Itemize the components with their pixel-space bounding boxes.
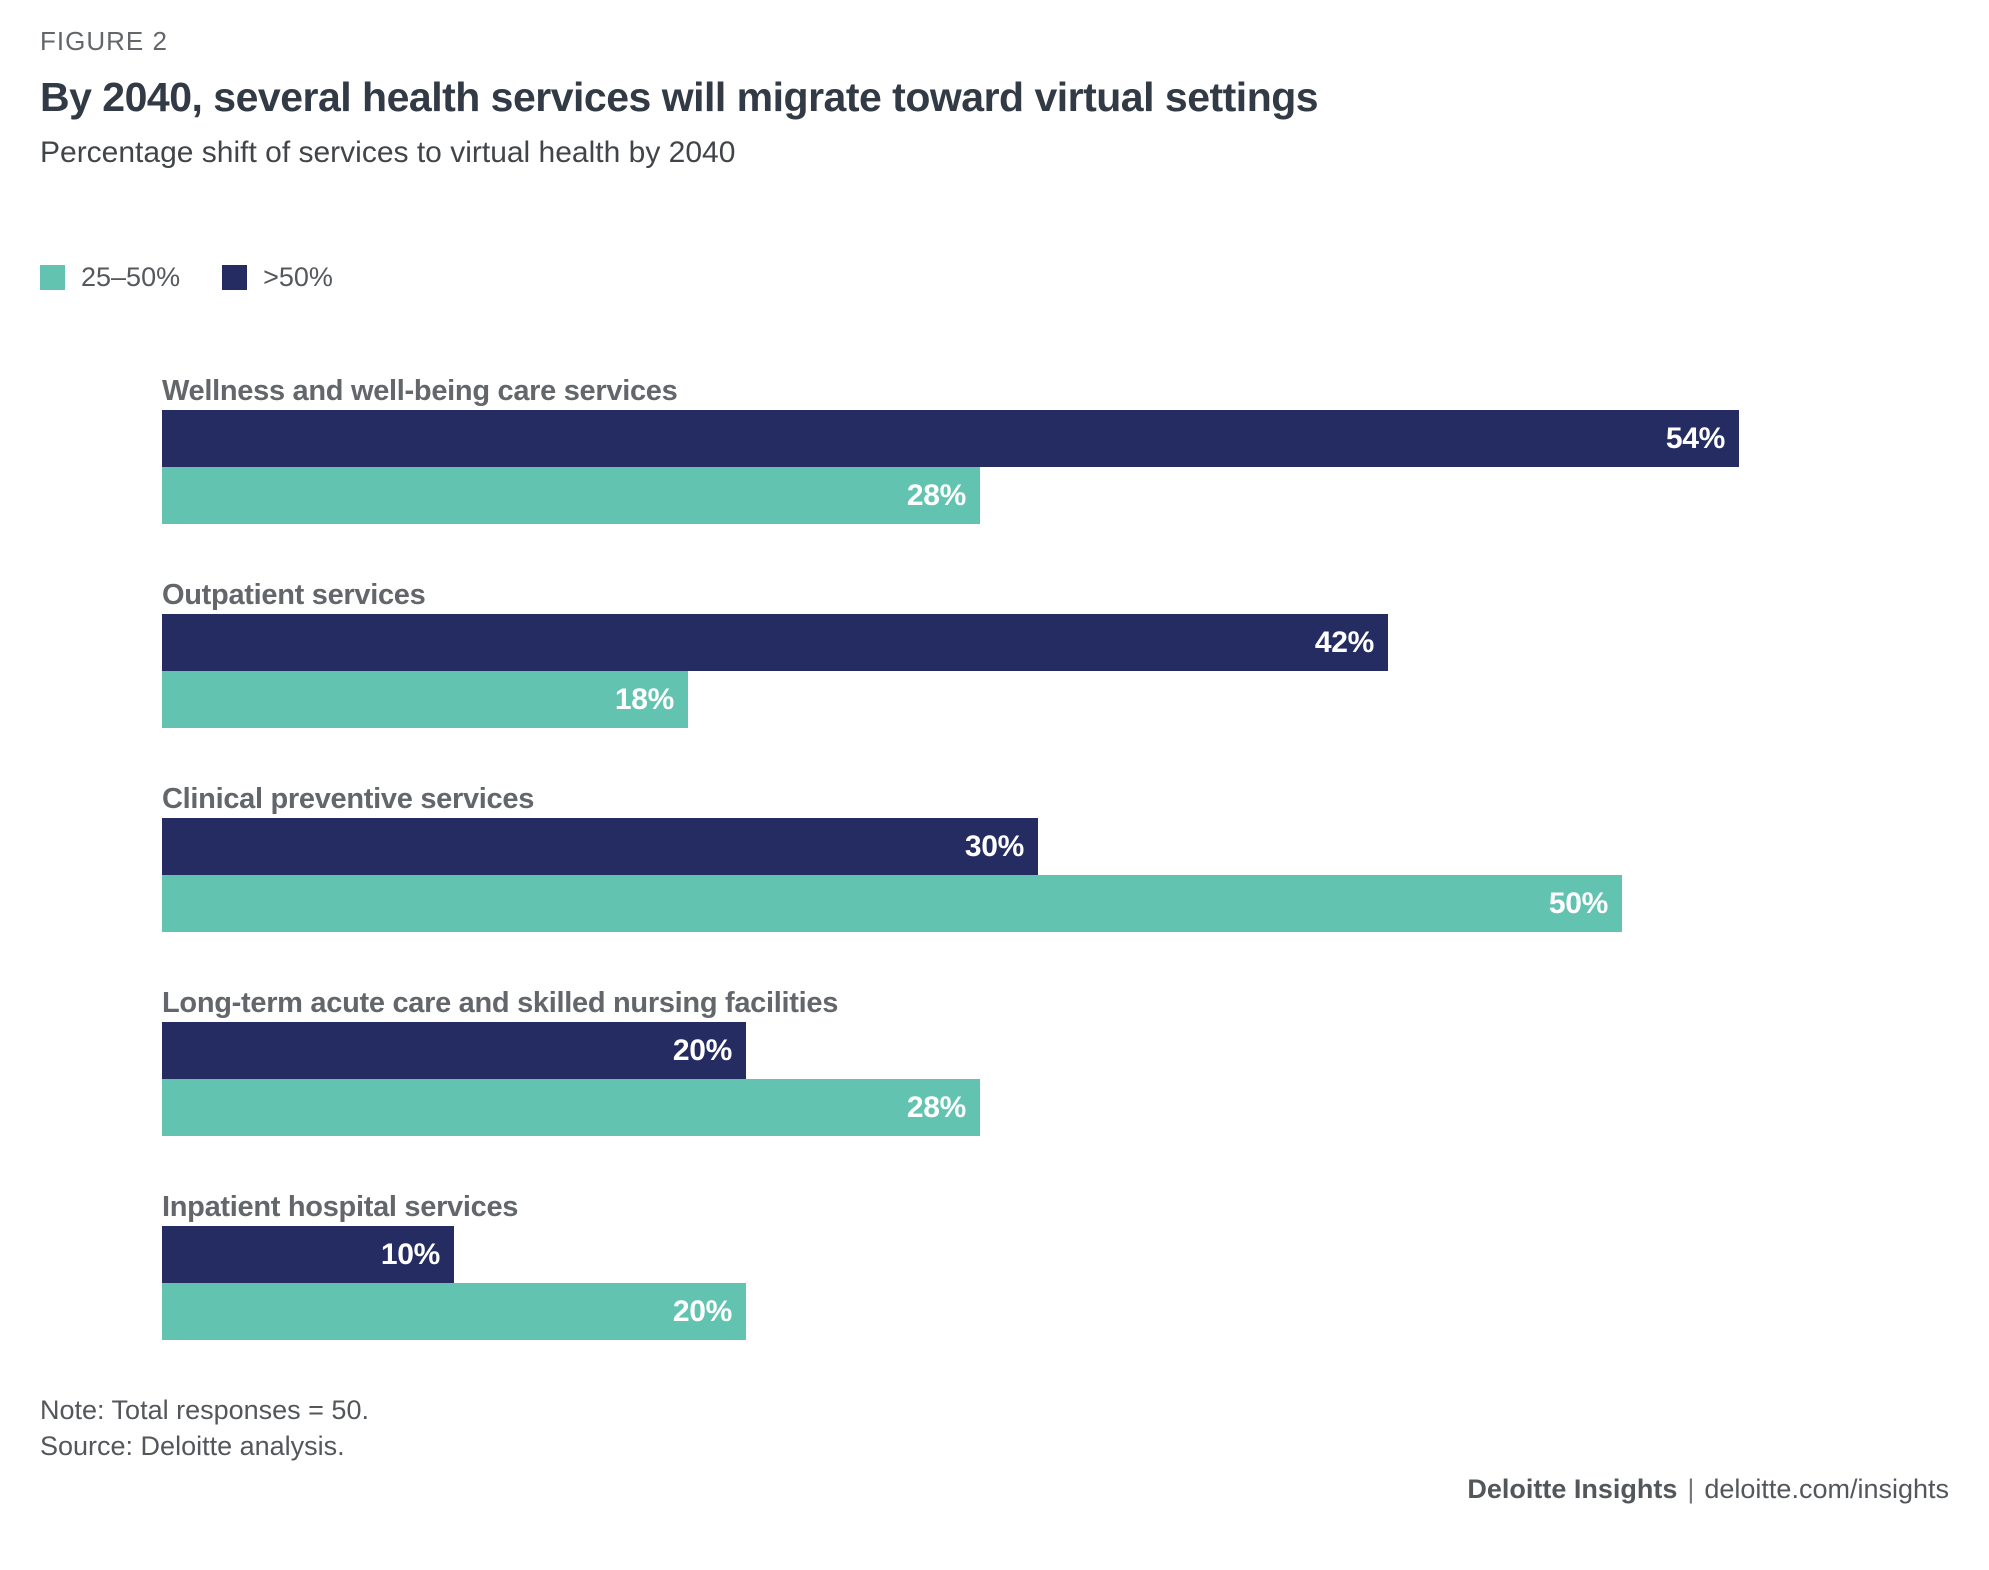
legend-item-25-50: 25–50% — [40, 262, 180, 293]
footer-separator: | — [1687, 1474, 1695, 1504]
bar-value-label: 42% — [1314, 625, 1374, 659]
category-label: Clinical preventive services — [162, 783, 535, 815]
figure-container: FIGURE 2 By 2040, several health service… — [40, 26, 1949, 1506]
bar-25-50: 28% — [162, 467, 980, 524]
bar-gt50: 10% — [162, 1226, 454, 1283]
note-text: Note: Total responses = 50. — [40, 1395, 369, 1425]
bar-value-label: 50% — [1548, 886, 1608, 920]
bar-25-50: 28% — [162, 1079, 980, 1136]
figure-label: FIGURE 2 — [40, 26, 168, 56]
bar-chart: Wellness and well-being care services 54%… — [162, 372, 1949, 1340]
bar-25-50: 18% — [162, 671, 688, 728]
bar-value-label: 20% — [672, 1033, 732, 1067]
footer-brand: Deloitte Insights — [1467, 1474, 1678, 1504]
legend-swatch-navy — [222, 264, 248, 290]
bar-gt50: 54% — [162, 410, 1739, 467]
legend: 25–50% >50% — [40, 262, 1949, 292]
bar-gt50: 42% — [162, 614, 1388, 671]
bar-groups: Wellness and well-being care services 54%… — [162, 372, 1949, 1340]
legend-label-gt50: >50% — [263, 261, 333, 292]
category-label: Wellness and well-being care services — [162, 375, 678, 407]
bar-gt50: 20% — [162, 1022, 746, 1079]
bar-value-label: 20% — [672, 1294, 732, 1328]
source-text: Source: Deloitte analysis. — [40, 1431, 345, 1461]
bar-gt50: 30% — [162, 818, 1038, 875]
bar-value-label: 30% — [964, 829, 1024, 863]
legend-item-gt50: >50% — [222, 262, 333, 293]
category-label: Outpatient services — [162, 579, 426, 611]
bar-25-50: 20% — [162, 1283, 746, 1340]
bar-value-label: 18% — [614, 682, 674, 716]
chart-notes: Note: Total responses = 50. Source: Delo… — [40, 1392, 1949, 1464]
footer-url: deloitte.com/insights — [1704, 1474, 1949, 1504]
category-label: Inpatient hospital services — [162, 1191, 519, 1223]
bar-value-label: 28% — [906, 478, 966, 512]
bar-group: Outpatient services 42% 18% — [162, 576, 1949, 728]
legend-swatch-teal — [40, 264, 65, 290]
legend-label-25-50: 25–50% — [81, 261, 181, 292]
bar-value-label: 28% — [906, 1090, 966, 1124]
bar-group: Wellness and well-being care services 54%… — [162, 372, 1949, 524]
chart-subtitle: Percentage shift of services to virtual … — [40, 136, 736, 169]
footer: Deloitte Insights | deloitte.com/insights — [40, 1472, 1949, 1506]
bar-value-label: 54% — [1665, 421, 1725, 455]
bar-group: Long-term acute care and skilled nursing… — [162, 984, 1949, 1136]
chart-title: By 2040, several health services will mi… — [40, 74, 1319, 120]
bar-group: Inpatient hospital services 10% 20% — [162, 1188, 1949, 1340]
bar-value-label: 10% — [380, 1237, 440, 1271]
bar-25-50: 50% — [162, 875, 1622, 932]
bar-group: Clinical preventive services 30% 50% — [162, 780, 1949, 932]
category-label: Long-term acute care and skilled nursing… — [162, 987, 839, 1019]
